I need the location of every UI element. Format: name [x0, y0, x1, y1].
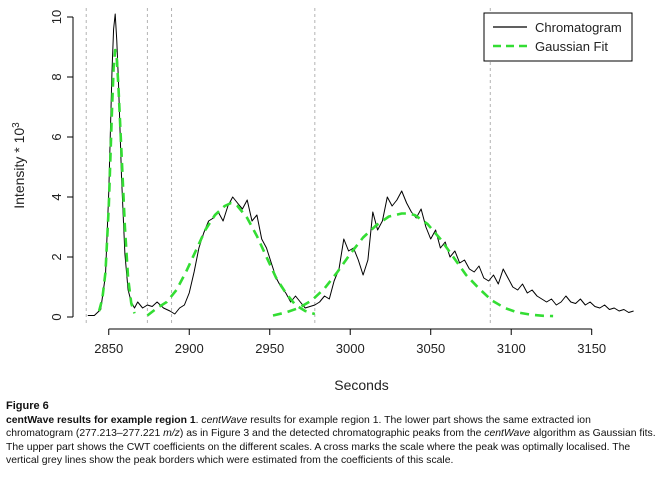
figure-caption: Figure 6 centWave results for example re… — [6, 400, 656, 468]
caption-text: algorithm as Gaussian fits. The upper pa… — [6, 428, 656, 467]
figure-label: Figure 6 — [6, 400, 49, 412]
gaussian-fit-line — [272, 212, 554, 318]
caption-body: centWave results for example region 1. c… — [6, 414, 656, 468]
caption-text: . — [195, 414, 202, 426]
x-tick-label: 2850 — [94, 341, 123, 356]
x-tick-label: 3100 — [497, 341, 526, 356]
y-tick-label: 2 — [49, 253, 64, 260]
y-tick-label: 0 — [49, 313, 64, 320]
peak-border-lines — [85, 8, 491, 323]
gaussian-fit-line — [146, 201, 316, 317]
series — [87, 13, 634, 318]
y-tick-label: 4 — [49, 193, 64, 200]
legend-box — [483, 12, 633, 62]
x-tick-label: 2900 — [175, 341, 204, 356]
chromatogram-chart: 2850 2900 2950 3000 3050 3100 3150 0 2 4 6 8 10 Seco… — [11, 8, 634, 393]
legend-label-chromatogram: Chromatogram — [535, 20, 622, 35]
y-axis-label-exponent: 3 — [11, 122, 22, 128]
caption-text: ) as in Figure 3 and the detected chroma… — [179, 428, 485, 440]
legend: Chromatogram Gaussian Fit — [483, 12, 633, 62]
x-tick-label: 2950 — [255, 341, 284, 356]
y-axis-label: Intensity * 103 — [11, 122, 27, 209]
caption-italic: centWave — [484, 428, 531, 440]
caption-title: centWave results for example region 1 — [6, 414, 196, 426]
legend-label-gaussian-fit: Gaussian Fit — [535, 39, 608, 54]
y-tick-label: 10 — [49, 10, 64, 24]
caption-italic: centWave — [201, 414, 248, 426]
x-axis-label: Seconds — [334, 377, 388, 393]
caption-italic: m/z — [163, 428, 180, 440]
axes: 2850 2900 2950 3000 3050 3100 3150 0 2 4 6 8 10 — [49, 10, 606, 356]
y-tick-label: 8 — [49, 73, 64, 80]
y-tick-label: 6 — [49, 133, 64, 140]
x-tick-label: 3150 — [577, 341, 606, 356]
y-axis-label-base: Intensity * 10 — [11, 128, 27, 209]
x-tick-label: 3000 — [336, 341, 365, 356]
gaussian-fit-line — [97, 48, 136, 314]
caption-text: results for example region 1. The lower … — [6, 414, 591, 440]
x-tick-label: 3050 — [416, 341, 445, 356]
